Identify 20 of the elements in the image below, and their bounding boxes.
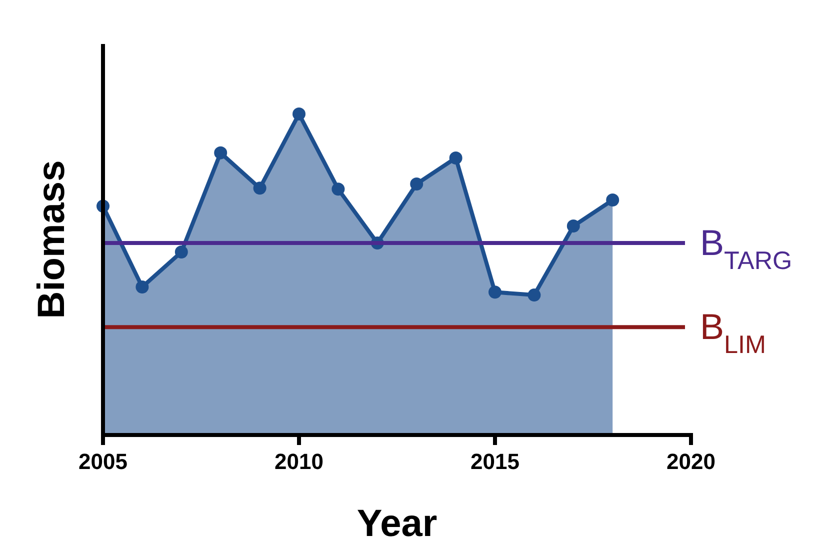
- x-tick-label: 2010: [274, 449, 324, 474]
- ref-line-label: B$_{TARG}$: [700, 222, 792, 276]
- point: [174, 246, 188, 259]
- point: [566, 220, 580, 233]
- point: [332, 182, 345, 196]
- y-axis-title: Biomass: [31, 160, 73, 319]
- point: [292, 108, 306, 120]
- x-axis-title: Year: [356, 503, 438, 545]
- x-tick-label: 2015: [470, 449, 520, 474]
- point: [214, 146, 228, 160]
- x-tick-label: 2020: [666, 449, 716, 474]
- point: [528, 288, 541, 302]
- point: [488, 286, 502, 299]
- point: [449, 151, 462, 164]
- point: [253, 182, 266, 195]
- point: [136, 280, 149, 294]
- point: [606, 194, 620, 207]
- point: [410, 177, 424, 190]
- ref-line-label: B$_{LIM}$: [700, 306, 766, 360]
- x-tick-label: 2005: [78, 449, 128, 474]
